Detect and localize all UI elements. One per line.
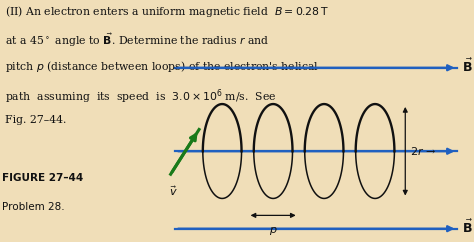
Text: path  assuming  its  speed  is  $3.0 \times 10^6$ m/s.  See: path assuming its speed is $3.0 \times 1… (5, 87, 276, 106)
Text: Fig. 27–44.: Fig. 27–44. (5, 115, 66, 125)
Text: (II) An electron enters a uniform magnetic field  $B = 0.28\,\mathrm{T}$: (II) An electron enters a uniform magnet… (5, 4, 328, 19)
Text: $\vec{\mathbf{B}}$: $\vec{\mathbf{B}}$ (462, 219, 473, 236)
Text: $\vec{\mathbf{B}}$: $\vec{\mathbf{B}}$ (462, 58, 473, 75)
Text: Problem 28.: Problem 28. (2, 202, 65, 212)
Text: $\vec{v}$: $\vec{v}$ (169, 184, 177, 198)
Text: $2r$ →: $2r$ → (410, 145, 436, 157)
Text: FIGURE 27–44: FIGURE 27–44 (2, 173, 83, 183)
Text: $p$: $p$ (269, 225, 277, 237)
Text: pitch $p$ (distance between loops) of the electron's helical: pitch $p$ (distance between loops) of th… (5, 59, 319, 74)
Text: at a 45$^\circ$ angle to $\vec{\mathbf{B}}$. Determine the radius $r$ and: at a 45$^\circ$ angle to $\vec{\mathbf{B… (5, 31, 269, 49)
